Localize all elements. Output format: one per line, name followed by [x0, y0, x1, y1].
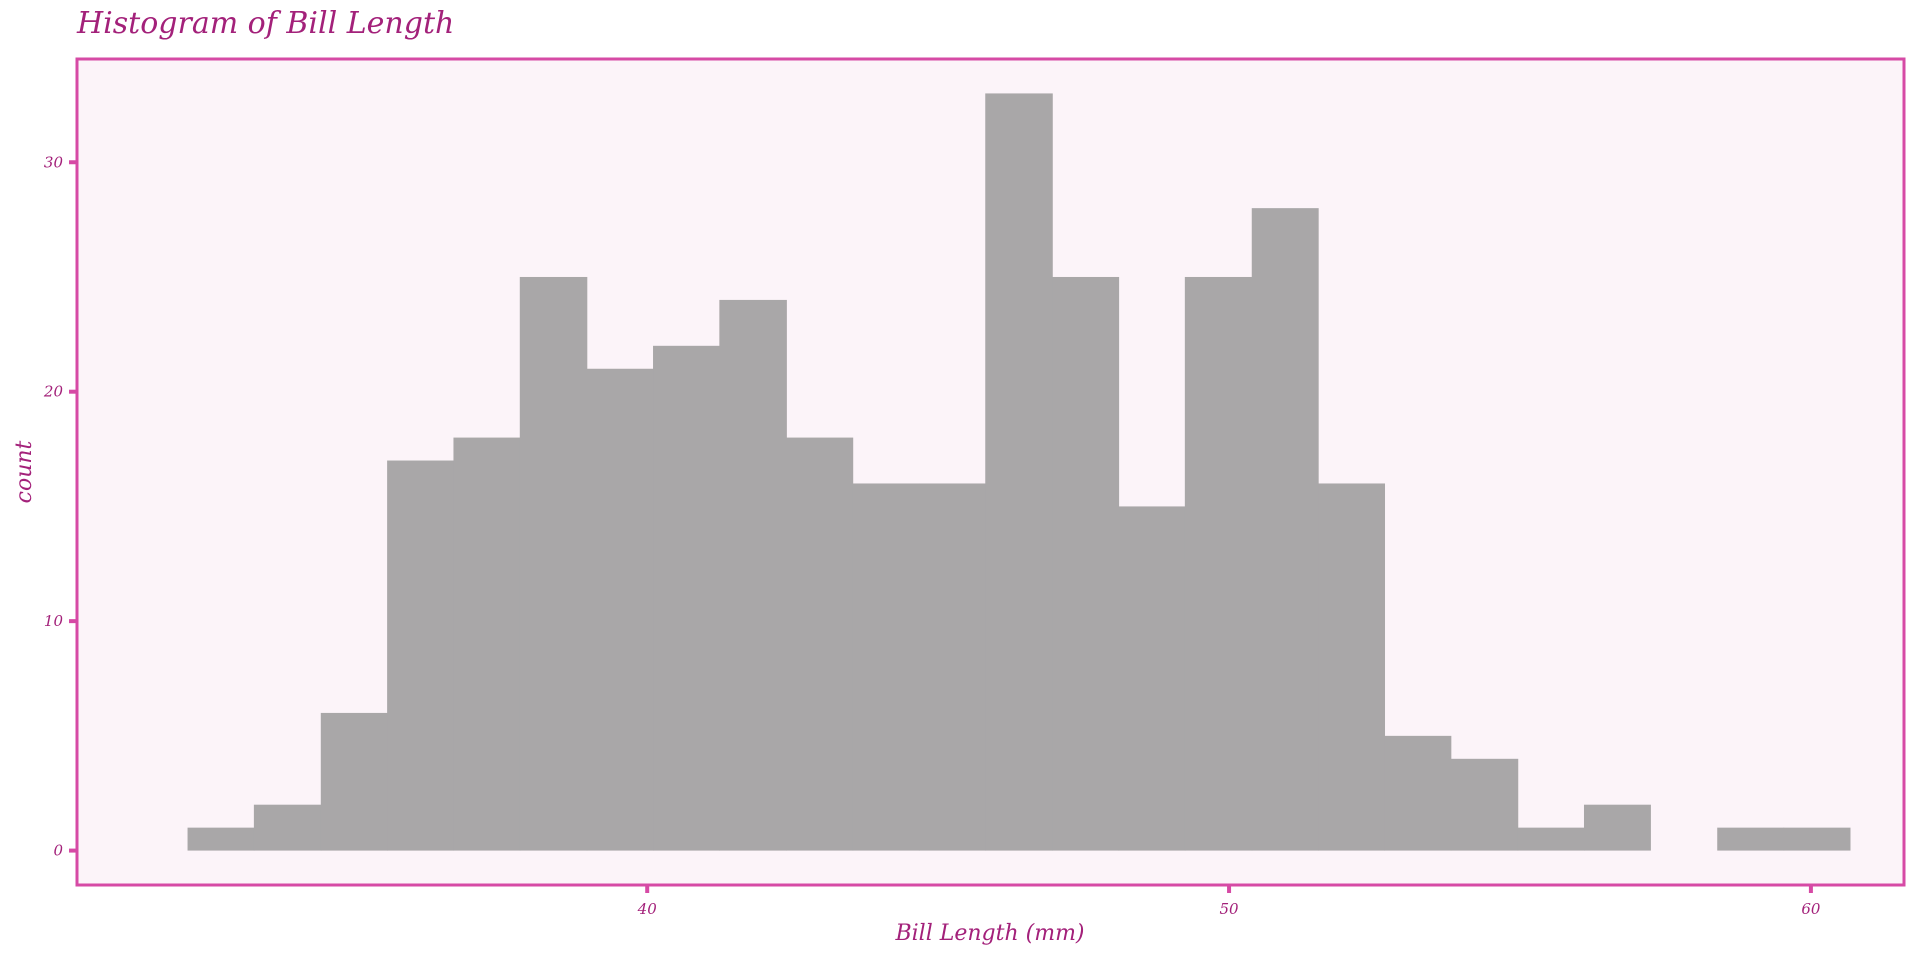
plot-panel-border	[75, 57, 1906, 887]
x-tick-label-60: 60	[1801, 900, 1821, 918]
y-axis-title: count	[12, 440, 37, 503]
histogram-bar-6	[586, 368, 654, 851]
chart-title: Histogram of Bill Length	[77, 6, 455, 41]
histogram-bar-0	[187, 827, 255, 851]
histogram-bar-2	[320, 712, 388, 851]
y-tick-label-30: 30	[44, 153, 64, 171]
histogram-bar-23	[1717, 827, 1785, 851]
histogram-bar-9	[786, 437, 854, 851]
histogram-bar-16	[1251, 208, 1319, 851]
histogram-bar-24	[1783, 827, 1851, 851]
histogram-bar-14	[1118, 506, 1186, 851]
histogram-bar-21	[1583, 804, 1651, 851]
histogram-bar-1	[253, 804, 322, 851]
histogram-bar-19	[1450, 758, 1519, 851]
histogram-bar-15	[1184, 276, 1253, 851]
histogram-bars	[187, 93, 1851, 851]
histogram-bar-20	[1517, 827, 1585, 851]
y-axis: 0 10 20 30	[43, 153, 77, 860]
y-tick-label-20: 20	[43, 383, 64, 401]
histogram-bar-4	[453, 437, 521, 851]
y-tick-label-0: 0	[53, 842, 63, 860]
x-axis-title: Bill Length (mm)	[894, 921, 1084, 946]
histogram-bar-17	[1318, 483, 1386, 851]
x-axis: 40 50 60	[637, 885, 1821, 918]
histogram-bar-13	[1052, 276, 1120, 851]
histogram-bar-7	[653, 345, 720, 851]
histogram-bar-10	[852, 483, 920, 851]
histogram-bar-8	[719, 299, 787, 851]
y-tick-label-10: 10	[44, 612, 64, 630]
histogram-bar-12	[985, 93, 1053, 851]
histogram-bar-18	[1384, 735, 1452, 851]
histogram-bar-3	[387, 460, 455, 851]
x-tick-label-50: 50	[1220, 900, 1240, 918]
histogram-bar-11	[918, 483, 986, 851]
histogram-bar-5	[519, 276, 588, 851]
x-tick-label-40: 40	[637, 900, 658, 918]
